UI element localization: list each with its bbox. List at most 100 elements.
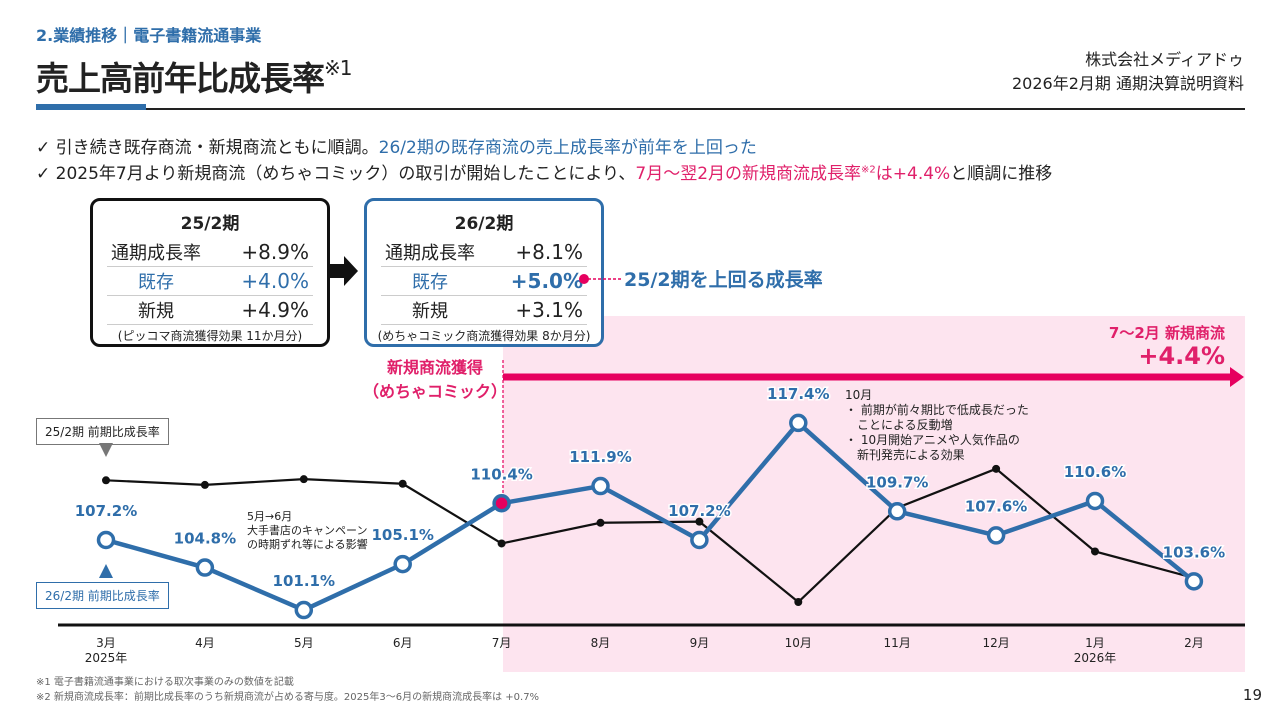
row-value: +8.9% — [205, 238, 313, 267]
x-tick-9月: 9月 — [689, 636, 710, 650]
row-value: +8.1% — [479, 238, 587, 267]
x-tick-2月: 2月 — [1184, 636, 1204, 650]
company-info: 株式会社メディアドゥ 2026年2月期 通期決算説明資料 — [1012, 48, 1244, 96]
annotation-line: ・ 10月開始アニメや人気作品の — [845, 433, 1020, 447]
new-channel-range: 7～2月 新規商流 — [1108, 324, 1225, 342]
annotation-line: ことによる反動増 — [845, 418, 953, 432]
data-label-8月: 111.9% — [569, 448, 631, 466]
x-tick-10月: 10月 — [784, 636, 812, 650]
box-note: (ピッコマ商流獲得効果 11か月分) — [117, 329, 303, 343]
footnote-2: ※2 新規商流成長率：前期比成長率のうち新規商流が占める寄与度。2025年3～6… — [36, 692, 540, 703]
bullet-highlight: 26/2期の既存商流の売上成長率が前年を上回った — [378, 138, 757, 158]
annotation-october: 10月 ・ 前期が前々期比で低成長だった ことによる反動増 ・ 10月開始アニメ… — [845, 388, 1029, 463]
annotation-line: 5月→6月 — [247, 510, 293, 523]
bullet-1: ✓ 引き続き既存商流・新規商流ともに順調。26/2期の既存商流の売上成長率が前年… — [36, 133, 757, 158]
annotation-may-june: 5月→6月 大手書店のキャンペーン の時期ずれ等による影響 — [247, 510, 368, 552]
bullet-text: 2025年7月より新規商流（めちゃコミック）の取引が開始したことにより、 — [55, 164, 636, 184]
data-label-5月: 101.1% — [273, 572, 335, 590]
check-icon: ✓ — [36, 164, 51, 184]
new-channel-value: +4.4% — [1138, 342, 1225, 370]
bullet-text: 引き続き既存商流・新規商流ともに順調。 — [55, 138, 379, 158]
point-26-2-7月 — [492, 494, 511, 513]
legend-pointer-down-icon — [99, 443, 113, 457]
point-25-2-5月 — [299, 475, 308, 484]
row-value: +5.0% — [479, 266, 587, 296]
row-label: 通期成長率 — [107, 238, 205, 267]
row-label: 通期成長率 — [381, 238, 479, 267]
data-label-4月: 104.8% — [174, 530, 236, 548]
x-tick-year: 2026年 — [1073, 651, 1117, 665]
data-label-6月: 105.1% — [371, 526, 433, 544]
point-26-2-9月 — [690, 530, 709, 550]
page-number: 19 — [1242, 686, 1262, 704]
row-label: 既存 — [381, 266, 479, 296]
data-label-1月: 110.6% — [1064, 463, 1126, 481]
point-25-2-1月 — [1091, 547, 1099, 556]
annotation-line: 新刊発売による効果 — [845, 448, 965, 462]
title-note: ※1 — [324, 56, 353, 80]
callout-connector — [579, 274, 622, 284]
annotation-line: 大手書店のキャンペーン — [247, 524, 368, 537]
point-26-2-5月 — [294, 600, 314, 620]
row-value: +3.1% — [479, 295, 587, 325]
x-tick-4月: 4月 — [195, 636, 215, 650]
row-label: 既存 — [107, 266, 205, 296]
row-value: +4.9% — [205, 295, 313, 325]
bullet-text: と順調に推移 — [950, 164, 1053, 184]
point-25-2-3月 — [102, 476, 110, 485]
company-name: 株式会社メディアドゥ — [1085, 50, 1244, 69]
check-icon: ✓ — [36, 138, 51, 158]
point-26-2-12月 — [986, 526, 1006, 545]
x-tick-1月: 1月 2026年 — [1065, 636, 1125, 666]
x-tick-7月: 7月 — [491, 636, 512, 650]
point-25-2-8月 — [596, 518, 605, 527]
title-accent-bar — [36, 104, 146, 110]
data-label-12月: 107.6% — [965, 497, 1027, 515]
box-period: 26/2期 — [454, 214, 514, 234]
data-label-10月: 117.4% — [767, 385, 829, 403]
row-label: 新規 — [381, 295, 479, 325]
summary-box-25-2: 25/2期 通期成長率 +8.9% 既存 +4.0% 新規 +4.9% (ピッコマ商流… — [90, 198, 330, 347]
box-table: 通期成長率 +8.9% 既存 +4.0% 新規 +4.9% — [107, 238, 313, 325]
point-26-2-6月 — [393, 554, 412, 574]
series-line-26-2 — [105, 419, 1196, 613]
annotation-line: の時期ずれ等による影響 — [247, 538, 368, 551]
summary-box-26-2: 26/2期 通期成長率 +8.1% 既存 +5.0% 新規 +3.1% (めちゃコミッ… — [364, 198, 604, 347]
point-26-2-10月 — [789, 413, 808, 433]
bullet-2: ✓ 2025年7月より新規商流（めちゃコミック）の取引が開始したことにより、7月… — [36, 159, 1052, 184]
point-26-2-4月 — [195, 558, 215, 577]
footnote-1: ※1 電子書籍流通事業における取次事業のみの数値を記載 — [36, 677, 294, 688]
point-25-2-9月 — [695, 517, 704, 526]
x-tick-3月: 3月 2025年 — [76, 636, 136, 666]
row-value: +4.0% — [205, 266, 313, 296]
new-channel-label: 新規商流獲得 （めちゃコミック） — [360, 356, 510, 404]
x-tick-11月: 11月 — [883, 636, 911, 650]
x-tick-6月: 6月 — [392, 636, 413, 650]
x-tick-5月: 5月 — [293, 636, 314, 650]
point-26-2-1月 — [1085, 491, 1105, 511]
title-text: 売上高前年比成長率 — [36, 59, 325, 98]
new-channel-label-1: 新規商流獲得 — [386, 358, 483, 377]
new-channel-label-2: （めちゃコミック） — [362, 382, 507, 401]
point-26-2-2月 — [1184, 572, 1204, 591]
legend-26-2: 26/2期 前期比成長率 — [36, 582, 169, 609]
bullet-highlight: は+4.4% — [875, 164, 951, 184]
x-tick-8月: 8月 — [590, 636, 611, 650]
row-label: 新規 — [107, 295, 205, 325]
point-25-2-6月 — [398, 479, 407, 488]
section-label: 2.業績推移｜電子書籍流通事業 — [36, 26, 262, 45]
point-26-2-8月 — [591, 476, 610, 496]
point-25-2-4月 — [200, 480, 209, 489]
new-channel-summary: 7～2月 新規商流 +4.4% — [1109, 322, 1225, 369]
x-tick-12月: 12月 — [982, 636, 1010, 650]
point-25-2-12月 — [992, 464, 1001, 473]
bullet-note: ※2 — [861, 164, 876, 176]
point-25-2-10月 — [794, 597, 803, 606]
data-label-3月: 107.2% — [75, 502, 137, 520]
bullet-highlight: 7月～翌2月の新規商流成長率 — [635, 164, 862, 184]
point-26-2-3月 — [96, 530, 116, 550]
series-line-25-2 — [105, 467, 1195, 604]
arrow-right-icon — [330, 256, 358, 286]
callout-text: 25/2期を上回る成長率 — [624, 269, 823, 291]
